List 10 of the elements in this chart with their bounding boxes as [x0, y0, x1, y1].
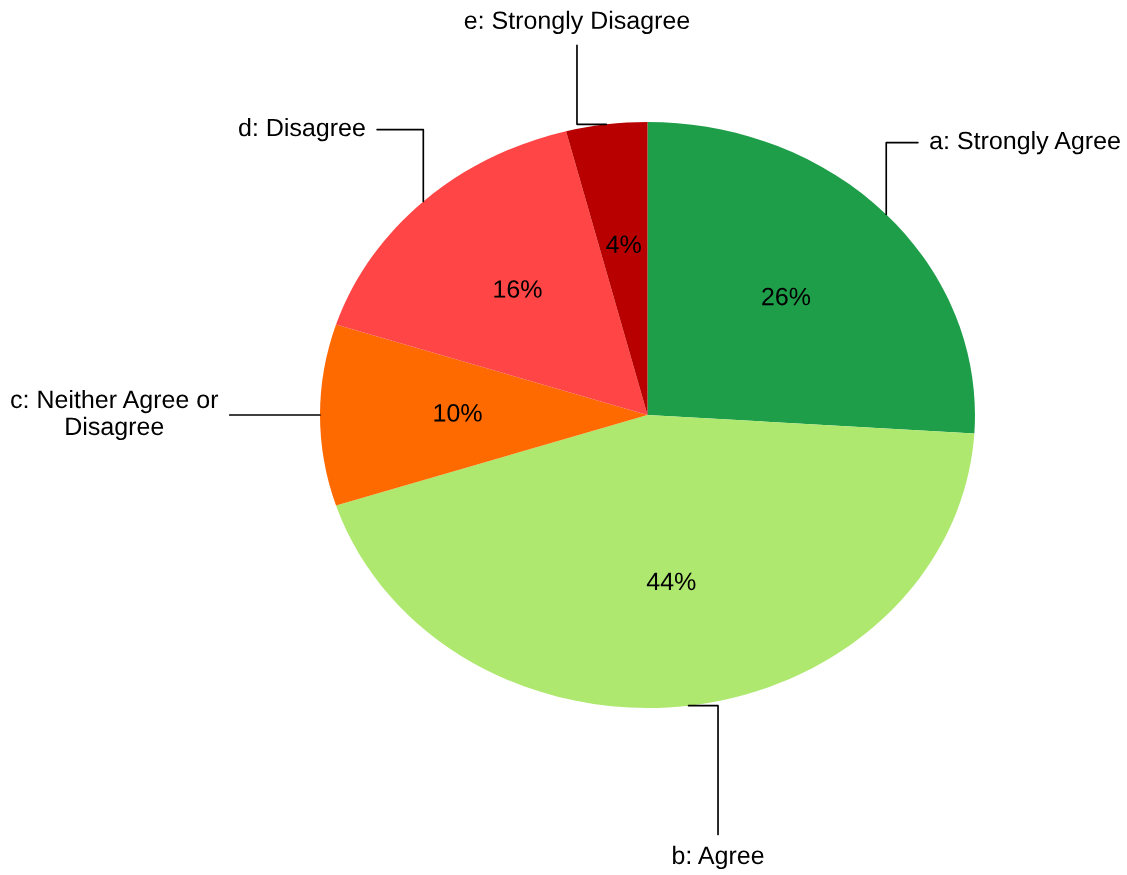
slice-label: e: Strongly Disagree [464, 10, 690, 35]
data-label: 44% [646, 572, 696, 591]
slice-label: d: Disagree [239, 117, 365, 142]
slice-label: b: Agree [673, 845, 764, 870]
slice-label: c: Neither Agree or Disagree [11, 389, 219, 441]
data-label: 16% [494, 280, 542, 298]
data-label: 10% [434, 404, 482, 422]
data-label: 4% [606, 235, 641, 254]
data-label: 26% [762, 287, 811, 306]
slice-label: a: Strongly Agree [930, 130, 1120, 155]
